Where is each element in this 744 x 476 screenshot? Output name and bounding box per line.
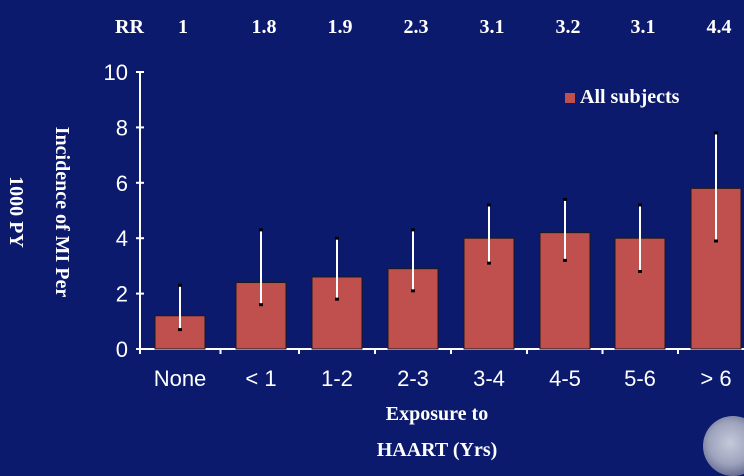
x-tick-label-7: > 6 xyxy=(700,366,731,391)
y-tick-label-0: 0 xyxy=(116,337,128,362)
bar-4 xyxy=(463,237,515,350)
y-tick-label-3: 6 xyxy=(116,171,128,196)
seal-logo-icon xyxy=(703,416,744,476)
x-tick-label-5: 4-5 xyxy=(549,366,581,391)
rr-value-3: 2.3 xyxy=(404,16,429,38)
legend: All subjects xyxy=(565,86,680,108)
rr-value-5: 3.2 xyxy=(556,16,581,38)
y-tick-label-5: 10 xyxy=(104,60,128,85)
x-axis-title-line1: Exposure to xyxy=(386,403,488,425)
y-tick-label-1: 2 xyxy=(116,282,128,307)
rr-label: RR xyxy=(115,16,144,38)
y-ticks: 0 2 4 6 8 10 xyxy=(104,60,144,362)
bars xyxy=(154,131,742,350)
x-tick-label-3: 2-3 xyxy=(397,366,429,391)
x-tick-label-0: None xyxy=(154,366,207,391)
rr-row: RR 1 1.8 1.9 2.3 3.1 3.2 3.1 4.4 xyxy=(115,16,732,38)
x-tick-label-6: 5-6 xyxy=(624,366,656,391)
rr-value-6: 3.1 xyxy=(631,16,656,38)
rr-value-7: 4.4 xyxy=(707,16,732,38)
x-tick-label-1: < 1 xyxy=(245,366,276,391)
y-axis-title-line2: 1000 PY xyxy=(5,176,27,248)
rr-value-4: 3.1 xyxy=(480,16,505,38)
x-axis-title-line2: HAART (Yrs) xyxy=(377,439,498,461)
legend-swatch xyxy=(565,93,575,103)
x-tick-labels: None < 1 1-2 2-3 3-4 4-5 5-6 > 6 xyxy=(139,349,732,391)
x-tick-label-2: 1-2 xyxy=(321,366,353,391)
legend-label: All subjects xyxy=(580,86,680,108)
rr-value-1: 1.8 xyxy=(252,16,277,38)
rr-value-2: 1.9 xyxy=(328,16,353,38)
y-tick-label-2: 4 xyxy=(116,226,128,251)
y-tick-label-4: 8 xyxy=(116,115,128,140)
rr-value-0: 1 xyxy=(178,16,188,38)
y-axis-title-line1: Incidence of MI Per xyxy=(51,127,73,298)
x-tick-label-4: 3-4 xyxy=(473,366,505,391)
bar-6 xyxy=(614,237,666,350)
